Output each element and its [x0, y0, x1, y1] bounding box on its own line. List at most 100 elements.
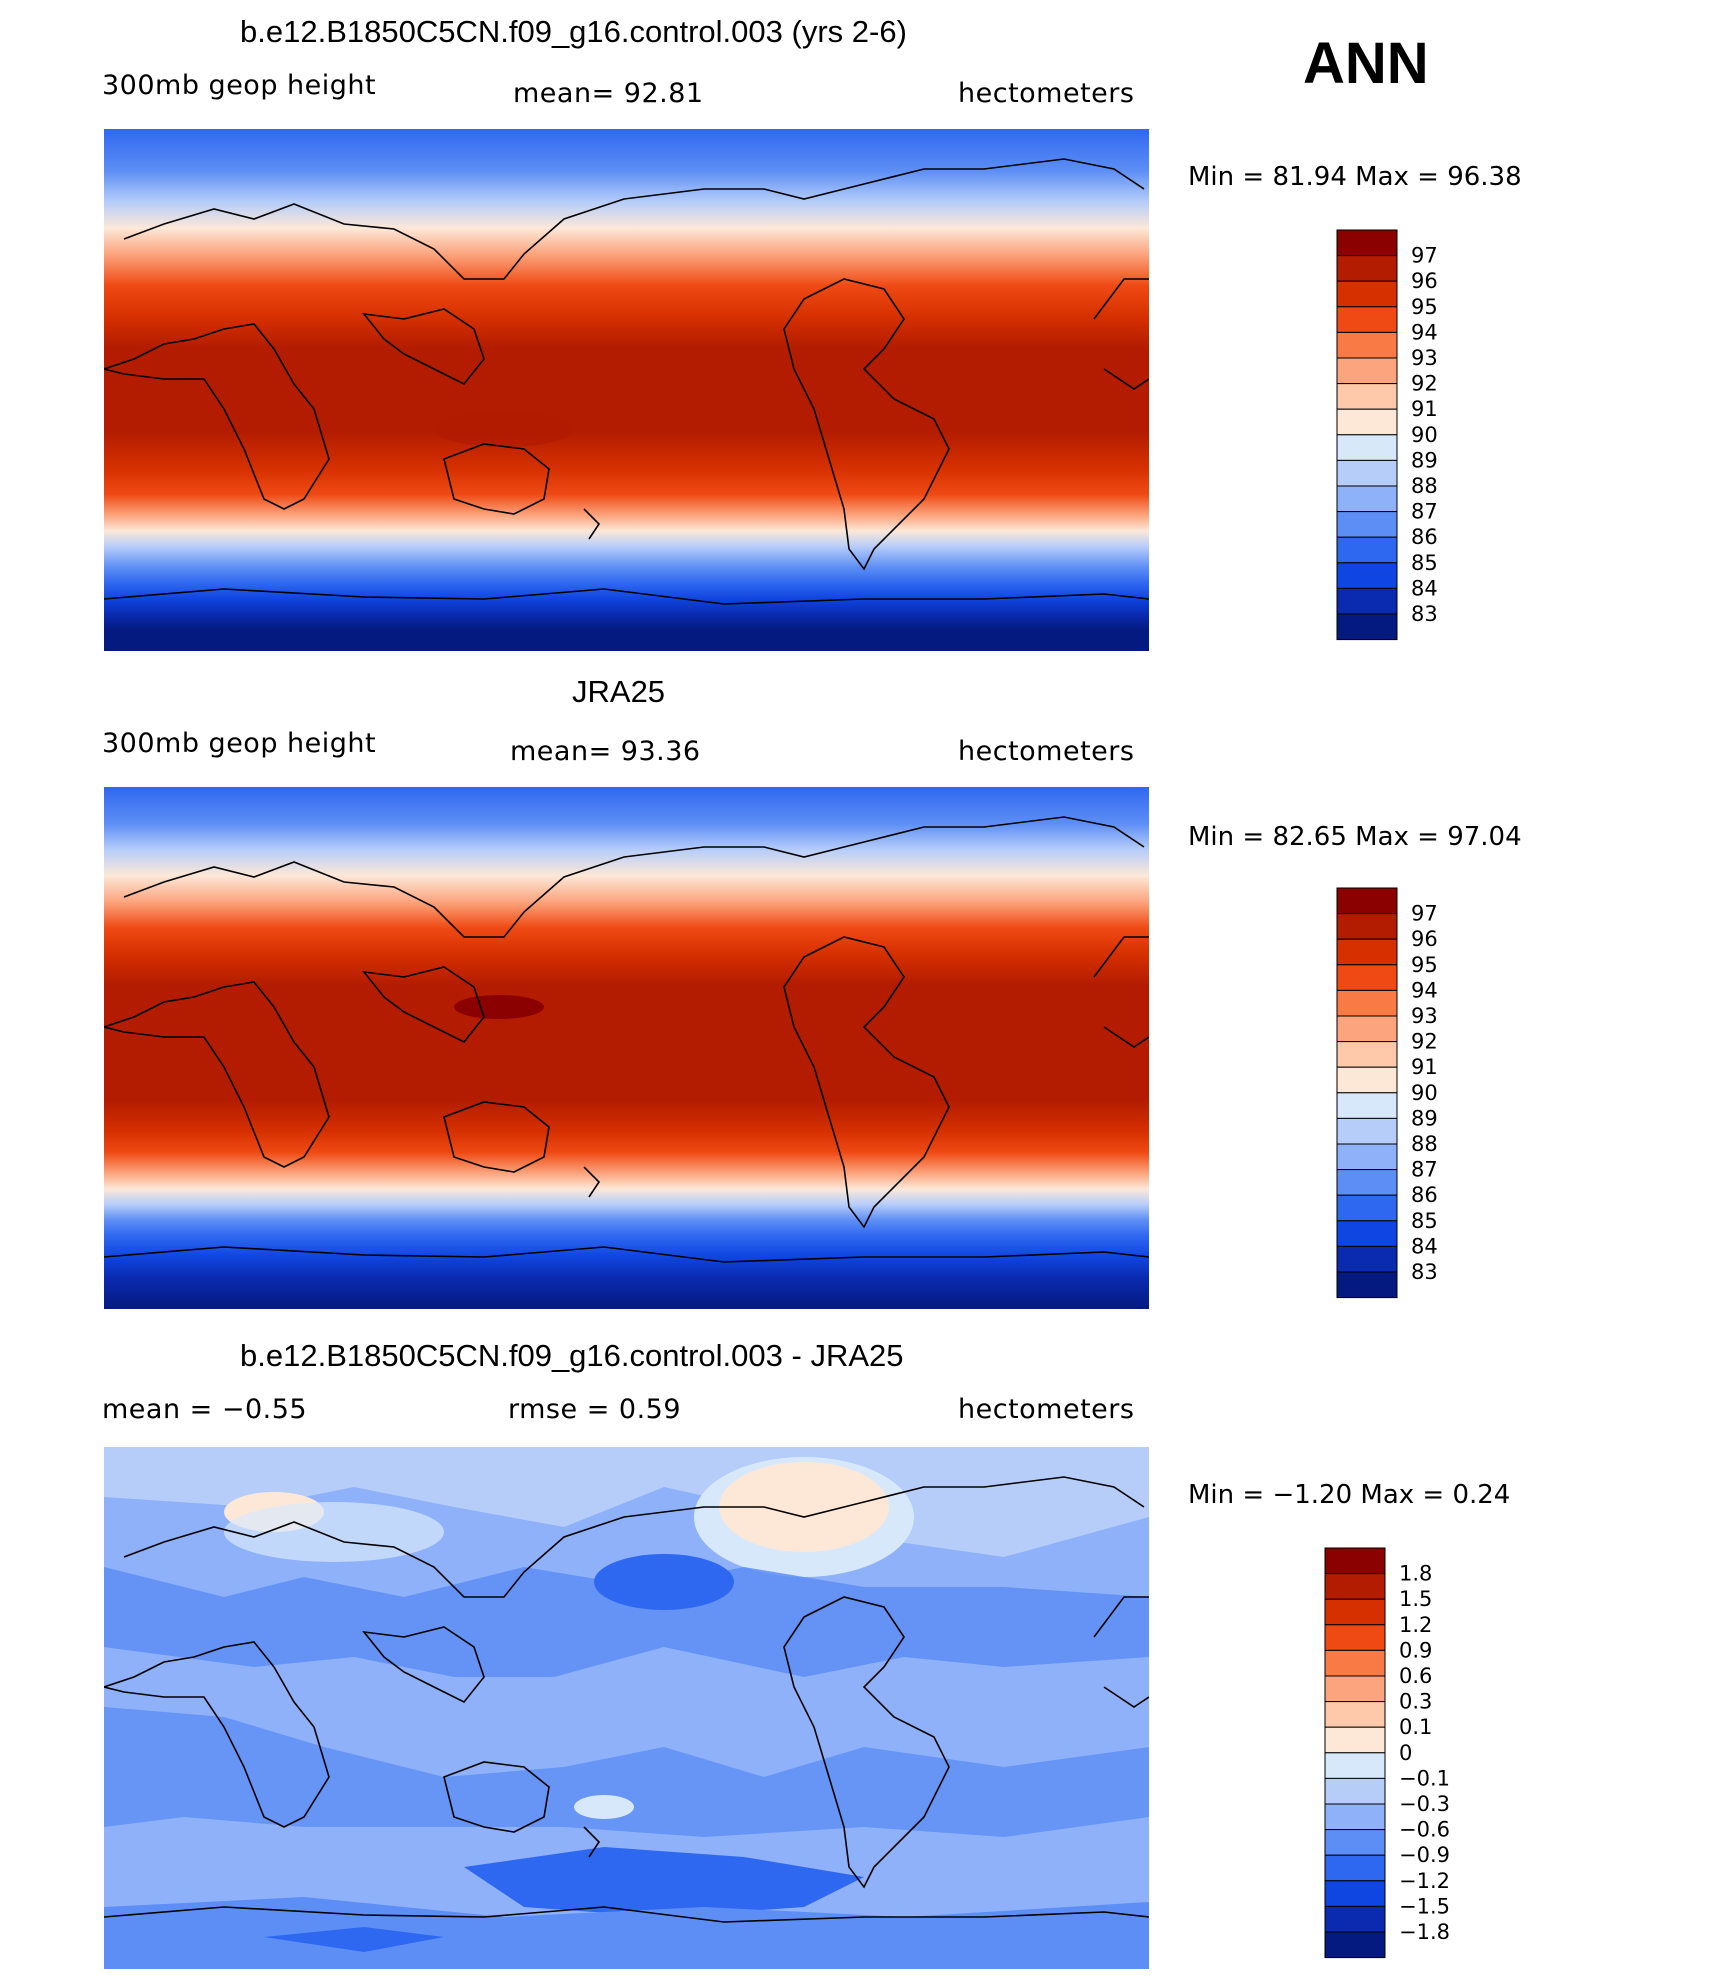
colorbar-swatch [1324, 1854, 1386, 1882]
colorbar-swatch [1324, 1649, 1386, 1677]
colorbar-swatch [1336, 1194, 1398, 1222]
colorbar-swatch [1336, 887, 1398, 915]
minmax-label: Min = 81.94 Max = 96.38 [1188, 162, 1522, 192]
colorbar-swatch [1324, 1726, 1386, 1754]
colorbar-swatch [1324, 1803, 1386, 1831]
contour-map [104, 129, 1149, 651]
colorbar-tick-label: −0.3 [1399, 1792, 1450, 1816]
panel-left-label: 300mb geop height [102, 70, 377, 101]
colorbar-tick-label: 94 [1411, 320, 1438, 344]
colorbar-swatch [1336, 536, 1398, 564]
colorbar-tick-label: −1.2 [1399, 1869, 1450, 1893]
colorbar-swatch [1324, 1547, 1386, 1575]
colorbar-swatch [1324, 1905, 1386, 1933]
colorbar-tick-label: 92 [1411, 1030, 1438, 1054]
colorbar-tick-label: 85 [1411, 551, 1438, 575]
colorbar-tick-label: −0.6 [1399, 1818, 1450, 1842]
panel-mean-label: mean= 92.81 [513, 78, 704, 109]
colorbar-swatch [1336, 485, 1398, 513]
colorbar-tick-label: 90 [1411, 1081, 1438, 1105]
colorbar-tick-label: 0.6 [1399, 1664, 1432, 1688]
panel-left-label: 300mb geop height [102, 728, 377, 759]
panel-title: JRA25 [572, 674, 666, 709]
colorbar-tick-label: 90 [1411, 423, 1438, 447]
colorbar-swatch [1324, 1573, 1386, 1600]
colorbar-swatch [1324, 1931, 1386, 1959]
colorbar-tick-label: 87 [1411, 1158, 1438, 1182]
colorbar-swatch [1324, 1829, 1386, 1856]
colorbar-tick-label: 0 [1399, 1741, 1412, 1765]
colorbar-swatch [1336, 511, 1398, 538]
panel-units-label: hectometers [958, 78, 1135, 109]
minmax-label: Min = 82.65 Max = 97.04 [1188, 822, 1522, 852]
colorbar-swatch [1324, 1675, 1386, 1703]
colorbar-tick-label: 94 [1411, 978, 1438, 1002]
colorbar-tick-label: 1.2 [1399, 1613, 1432, 1637]
panel-mean-label: mean = −0.55 [102, 1394, 308, 1425]
colorbar-tick-label: 93 [1411, 1004, 1438, 1028]
colorbar-swatch [1336, 434, 1398, 461]
colorbar-tick-label: 95 [1411, 295, 1438, 319]
colorbar-swatch [1324, 1777, 1386, 1805]
colorbar-swatch [1324, 1752, 1386, 1779]
colorbar-swatch [1336, 1015, 1398, 1043]
colorbar-swatch [1336, 613, 1398, 641]
colorbar-tick-label: 89 [1411, 448, 1438, 472]
colorbar-tick-label: −0.1 [1399, 1766, 1450, 1790]
colorbar-tick-label: 96 [1411, 927, 1438, 951]
colorbar-swatch [1336, 1092, 1398, 1119]
colorbar-tick-label: −1.5 [1399, 1894, 1450, 1918]
colorbar-swatch [1336, 1169, 1398, 1196]
colorbar-swatch [1336, 1117, 1398, 1145]
colorbar-tick-label: 84 [1411, 576, 1438, 600]
contour-map [104, 1447, 1149, 1969]
colorbar-swatch [1336, 938, 1398, 966]
colorbar-tick-label: 87 [1411, 500, 1438, 524]
colorbar-swatch [1336, 229, 1398, 257]
colorbar-tick-label: 83 [1411, 602, 1438, 626]
panel-units-label: hectometers [958, 736, 1135, 767]
colorbar-swatch [1336, 459, 1398, 487]
colorbar-swatch [1336, 306, 1398, 333]
season-label: ANN [1303, 31, 1429, 96]
colorbar-swatch [1336, 280, 1398, 308]
colorbar-tick-label: 97 [1411, 902, 1438, 926]
colorbar-tick-label: 1.5 [1399, 1587, 1432, 1611]
colorbar-swatch [1324, 1624, 1386, 1651]
colorbar-swatch [1336, 964, 1398, 991]
colorbar-tick-label: 89 [1411, 1106, 1438, 1130]
colorbar-swatch [1336, 331, 1398, 359]
colorbar-tick-label: 86 [1411, 1183, 1438, 1207]
colorbar: 1.81.51.20.90.60.30.10−0.1−0.3−0.6−0.9−1… [1324, 1547, 1450, 1959]
map-model [104, 129, 1149, 651]
colorbar-tick-label: 1.8 [1399, 1562, 1432, 1586]
colorbar-tick-label: 88 [1411, 1132, 1438, 1156]
panel-mean-label: mean= 93.36 [510, 736, 701, 767]
colorbar-tick-label: 91 [1411, 397, 1438, 421]
colorbar-swatch [1324, 1598, 1386, 1626]
colorbar-swatch [1324, 1880, 1386, 1907]
colorbar-swatch [1336, 1271, 1398, 1299]
colorbar-swatch [1336, 562, 1398, 589]
colorbar-tick-label: 86 [1411, 525, 1438, 549]
colorbar-swatch [1324, 1701, 1386, 1728]
colorbar-tick-label: 85 [1411, 1209, 1438, 1233]
colorbar-tick-label: 0.9 [1399, 1638, 1432, 1662]
colorbar-swatch [1336, 1066, 1398, 1094]
colorbar-tick-label: 96 [1411, 269, 1438, 293]
map-reference [104, 787, 1149, 1309]
colorbar-tick-label: −1.8 [1399, 1920, 1450, 1944]
panel-title: b.e12.B1850C5CN.f09_g16.control.003 - JR… [240, 1338, 904, 1373]
colorbar-tick-label: 92 [1411, 372, 1438, 396]
panel-units-label: hectometers [958, 1394, 1135, 1425]
colorbar-swatch [1336, 383, 1398, 410]
contour-map [104, 787, 1149, 1309]
colorbar-tick-label: −0.9 [1399, 1843, 1450, 1867]
map-difference [104, 1447, 1149, 1969]
panel-rmse-label: rmse = 0.59 [508, 1394, 682, 1425]
colorbar-tick-label: 91 [1411, 1055, 1438, 1079]
colorbar-tick-label: 88 [1411, 474, 1438, 498]
colorbar-swatch [1336, 408, 1398, 436]
